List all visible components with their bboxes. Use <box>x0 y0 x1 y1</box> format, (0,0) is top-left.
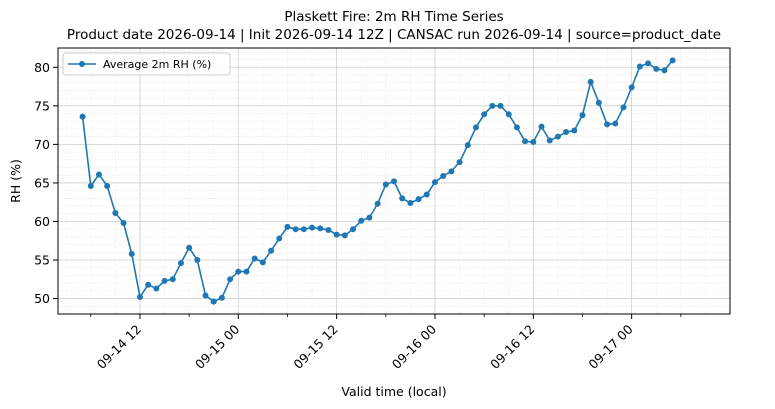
data-point <box>341 232 348 239</box>
x-tick-label: 09-15 12 <box>290 322 340 372</box>
x-tick-label: 09-15 00 <box>192 321 242 371</box>
data-point <box>235 268 242 275</box>
data-point <box>497 102 504 109</box>
data-point <box>472 124 479 131</box>
x-tick-label: 09-14 12 <box>94 322 144 372</box>
data-point <box>620 104 627 111</box>
data-point <box>284 223 291 230</box>
x-axis-label: Valid time (local) <box>341 384 446 399</box>
data-point <box>243 268 250 275</box>
x-tick-label: 09-16 12 <box>487 322 537 372</box>
data-point <box>292 226 299 233</box>
data-point <box>653 65 660 72</box>
data-point <box>128 250 135 257</box>
data-point <box>136 294 143 301</box>
data-point <box>645 60 652 67</box>
data-point <box>309 224 316 231</box>
data-point <box>259 259 266 266</box>
data-point <box>448 168 455 175</box>
data-point <box>87 183 94 190</box>
data-point <box>579 112 586 119</box>
plot-frame <box>57 47 731 315</box>
data-point <box>161 277 168 284</box>
data-point <box>112 210 119 216</box>
data-point <box>481 111 488 118</box>
data-point <box>423 191 430 198</box>
data-point <box>595 99 602 106</box>
legend-box <box>62 52 231 76</box>
data-point <box>104 183 111 190</box>
data-point <box>440 172 447 179</box>
data-point <box>538 123 545 130</box>
x-tick-label: 09-16 00 <box>389 321 439 371</box>
y-tick-label: 80 <box>34 60 50 75</box>
data-point <box>382 181 389 188</box>
y-tick-label: 55 <box>34 253 50 268</box>
y-tick-label: 60 <box>34 214 50 229</box>
data-point <box>661 67 668 74</box>
data-point <box>374 200 381 207</box>
data-point <box>391 178 397 185</box>
data-point <box>366 214 373 221</box>
data-point <box>177 260 184 267</box>
data-point <box>145 281 152 288</box>
series-layer <box>79 57 676 305</box>
data-point <box>218 294 225 301</box>
y-axis-label: RH (%) <box>8 159 23 203</box>
data-point <box>317 225 324 232</box>
data-point <box>431 179 438 186</box>
x-tick-label: 09-17 00 <box>585 321 635 371</box>
data-point <box>120 220 127 227</box>
data-point <box>325 226 332 233</box>
data-point <box>358 217 365 224</box>
data-point <box>669 57 676 64</box>
data-point <box>350 226 357 233</box>
legend-marker <box>79 61 85 67</box>
data-point <box>407 199 414 206</box>
data-point <box>612 120 619 127</box>
data-point <box>571 127 578 134</box>
data-point <box>513 124 520 131</box>
data-point <box>587 78 594 85</box>
data-point <box>268 247 275 254</box>
data-point <box>300 226 307 233</box>
data-point <box>464 142 471 149</box>
data-point <box>522 138 529 145</box>
data-point <box>210 298 217 305</box>
data-point <box>554 133 561 140</box>
data-point <box>563 129 570 136</box>
data-point <box>227 276 234 283</box>
data-point <box>546 137 553 144</box>
data-point <box>276 235 283 242</box>
legend: Average 2m RH (%) <box>62 52 231 76</box>
data-point <box>153 285 160 292</box>
y-tick-label: 75 <box>34 98 50 113</box>
y-tick-label: 50 <box>34 291 50 306</box>
data-point <box>186 244 193 251</box>
data-point <box>333 231 340 238</box>
data-point <box>95 171 102 178</box>
data-point <box>530 139 537 146</box>
data-point <box>636 63 643 70</box>
data-point <box>399 195 406 202</box>
data-point <box>505 111 512 118</box>
data-point <box>489 102 496 109</box>
chart-title: Plaskett Fire: 2m RH Time Series <box>284 9 503 25</box>
y-tick-label: 65 <box>34 175 50 190</box>
data-point <box>169 276 176 283</box>
series-line <box>81 59 674 303</box>
data-point <box>456 159 463 166</box>
data-point <box>251 255 258 262</box>
legend-entry: Average 2m RH (%) <box>103 58 211 71</box>
data-point <box>415 196 422 203</box>
data-point <box>604 121 611 128</box>
data-point <box>79 113 86 120</box>
y-tick-label: 70 <box>34 137 50 152</box>
chart-subtitle: Product date 2026-09-14 | Init 2026-09-1… <box>67 27 721 43</box>
data-point <box>628 84 635 91</box>
data-point <box>194 257 201 264</box>
data-point <box>202 292 209 299</box>
